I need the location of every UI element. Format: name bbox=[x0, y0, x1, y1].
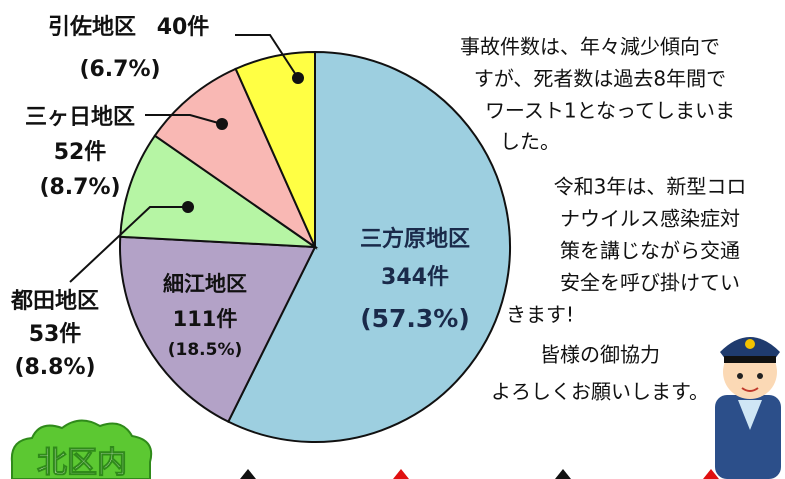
value-label: 344件 bbox=[381, 265, 449, 290]
percentage-label: (8.8%) bbox=[14, 355, 95, 380]
bottom-decoration bbox=[240, 469, 719, 479]
value-label: 40件 bbox=[157, 15, 210, 40]
leader-dot bbox=[216, 118, 228, 130]
paragraph-line: ナウイルス感染症対 bbox=[560, 207, 740, 231]
value-label: 111件 bbox=[173, 307, 238, 331]
paragraph-line: よろしくお願いします。 bbox=[491, 380, 709, 404]
paragraph-line: ワースト1となってしまいま bbox=[485, 99, 735, 123]
category-label: 細江地区 bbox=[163, 272, 247, 296]
paragraph-line: 安全を呼び掛けてい bbox=[560, 271, 740, 295]
percentage-label: (8.7%) bbox=[39, 175, 120, 200]
category-label: 引佐地区 bbox=[48, 14, 136, 40]
category-label: 三ヶ日地区 bbox=[25, 105, 135, 130]
badge-text: 北区内 bbox=[37, 446, 127, 479]
police-officer bbox=[715, 337, 781, 479]
paragraph-line: すが、死者数は過去8年間で bbox=[474, 67, 726, 91]
value-label: 53件 bbox=[29, 322, 82, 347]
percentage-label: (18.5%) bbox=[168, 340, 243, 360]
chart: 三方原地区 344件 (57.3%) 細江地区 111件 (18.5%) 都田地区 53件 (8… bbox=[0, 0, 785, 479]
paragraph-line: した。 bbox=[500, 130, 560, 154]
paragraph-line: 策を講じながら交通 bbox=[560, 239, 740, 263]
paragraph-line: 事故件数は、年々減少傾向で bbox=[460, 35, 720, 59]
paragraph-line: 令和3年は、新型コロ bbox=[554, 175, 747, 199]
category-label: 三方原地区 bbox=[360, 226, 470, 252]
leader-dot bbox=[292, 72, 304, 84]
percentage-label: (57.3%) bbox=[360, 304, 470, 333]
leader-dot bbox=[182, 201, 194, 213]
category-label: 都田地区 bbox=[10, 289, 99, 314]
value-label: 52件 bbox=[54, 140, 107, 165]
paragraph-line: 皆様の御協力 bbox=[540, 343, 660, 367]
percentage-label: (6.7%) bbox=[79, 57, 160, 82]
paragraph-line: きます! bbox=[506, 303, 574, 327]
